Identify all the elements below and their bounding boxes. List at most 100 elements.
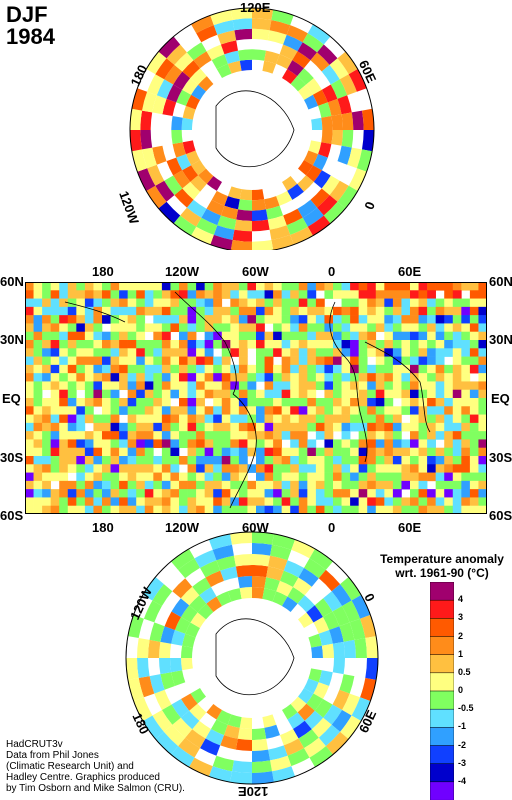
grid-cell xyxy=(427,472,436,482)
polar-cell xyxy=(191,84,206,100)
grid-cell xyxy=(119,447,128,457)
grid-cell xyxy=(478,422,487,432)
grid-cell xyxy=(136,398,146,407)
grid-cell xyxy=(333,315,342,324)
grid-cell xyxy=(204,323,214,333)
grid-cell xyxy=(444,373,454,382)
grid-cell xyxy=(25,315,34,324)
grid-cell xyxy=(144,398,154,407)
grid-cell xyxy=(213,447,223,457)
grid-cell xyxy=(196,323,205,333)
grid-cell xyxy=(179,331,188,341)
polar-cell xyxy=(298,729,319,749)
grid-cell xyxy=(375,489,385,498)
grid-cell xyxy=(136,447,146,457)
grid-cell xyxy=(127,439,137,449)
polar-cell xyxy=(310,52,330,72)
grid-cell xyxy=(478,464,487,473)
grid-cell xyxy=(290,315,300,324)
grid-cell xyxy=(93,340,103,349)
grid-cell xyxy=(59,389,69,399)
polar-cell xyxy=(142,91,157,113)
grid-cell xyxy=(256,298,265,308)
polar-cell xyxy=(318,724,341,747)
grid-cell xyxy=(341,489,351,498)
grid-cell xyxy=(84,456,94,465)
polar-cell xyxy=(171,630,186,646)
grid-cell xyxy=(392,381,402,391)
lon-label-top-0: 0 xyxy=(328,264,336,279)
grid-cell xyxy=(93,505,103,514)
grid-cell xyxy=(136,315,146,324)
grid-cell xyxy=(324,323,334,333)
grid-cell xyxy=(324,348,334,357)
grid-cell xyxy=(187,290,197,299)
grid-cell xyxy=(410,373,419,382)
grid-cell xyxy=(179,456,188,465)
grid-cell xyxy=(401,340,411,349)
grid-cell xyxy=(418,389,428,399)
grid-cell xyxy=(418,373,428,382)
polar-cell xyxy=(190,612,206,628)
grid-cell xyxy=(59,306,69,316)
grid-cell xyxy=(307,439,317,449)
polar-cell xyxy=(264,196,280,210)
grid-cell xyxy=(196,315,205,324)
polar-cell xyxy=(297,703,315,721)
grid-cell xyxy=(221,439,231,449)
grid-cell xyxy=(367,439,377,449)
grid-cell xyxy=(238,422,248,432)
grid-cell xyxy=(230,472,240,482)
grid-cell xyxy=(33,398,43,407)
grid-cell xyxy=(273,505,282,514)
grid-cell xyxy=(127,298,137,308)
polar-cell xyxy=(148,639,161,658)
grid-cell xyxy=(452,306,462,316)
grid-cell xyxy=(93,472,103,482)
grid-cell xyxy=(401,472,411,482)
polar-cell xyxy=(171,130,183,144)
grid-cell xyxy=(33,414,43,424)
grid-cell xyxy=(127,306,137,316)
grid-cell xyxy=(307,323,317,333)
grid-cell xyxy=(153,306,163,316)
grid-cell xyxy=(170,340,180,349)
grid-cell xyxy=(179,480,188,490)
grid-cell xyxy=(33,389,43,399)
grid-cell xyxy=(384,406,394,415)
grid-cell xyxy=(42,480,51,490)
grid-cell xyxy=(358,406,368,415)
grid-cell xyxy=(410,414,419,424)
polar-cell xyxy=(321,64,340,85)
grid-cell xyxy=(59,373,69,382)
grid-cell xyxy=(478,431,487,440)
polar-cell xyxy=(321,116,333,130)
grid-cell xyxy=(478,447,487,457)
grid-cell xyxy=(367,489,377,498)
grid-cell xyxy=(256,489,265,498)
polar-cell xyxy=(264,724,280,739)
grid-cell xyxy=(144,348,154,357)
grid-cell xyxy=(384,447,394,457)
grid-cell xyxy=(238,497,248,507)
grid-cell xyxy=(196,497,205,507)
grid-cell xyxy=(93,315,103,324)
grid-cell xyxy=(204,489,214,498)
polar-cell xyxy=(287,748,310,767)
grid-cell xyxy=(264,431,274,440)
grid-cell xyxy=(179,472,188,482)
grid-cell xyxy=(444,290,454,299)
grid-cell xyxy=(401,497,411,507)
grid-cell xyxy=(204,456,214,465)
grid-cell xyxy=(298,364,308,374)
grid-cell xyxy=(273,331,282,341)
grid-cell xyxy=(33,431,43,440)
grid-cell xyxy=(25,406,34,415)
grid-cell xyxy=(324,364,334,374)
grid-cell xyxy=(444,439,454,449)
grid-cell xyxy=(59,472,69,482)
grid-cell xyxy=(230,364,240,374)
grid-cell xyxy=(153,480,163,490)
grid-cell xyxy=(187,505,197,514)
grid-cell xyxy=(204,447,214,457)
